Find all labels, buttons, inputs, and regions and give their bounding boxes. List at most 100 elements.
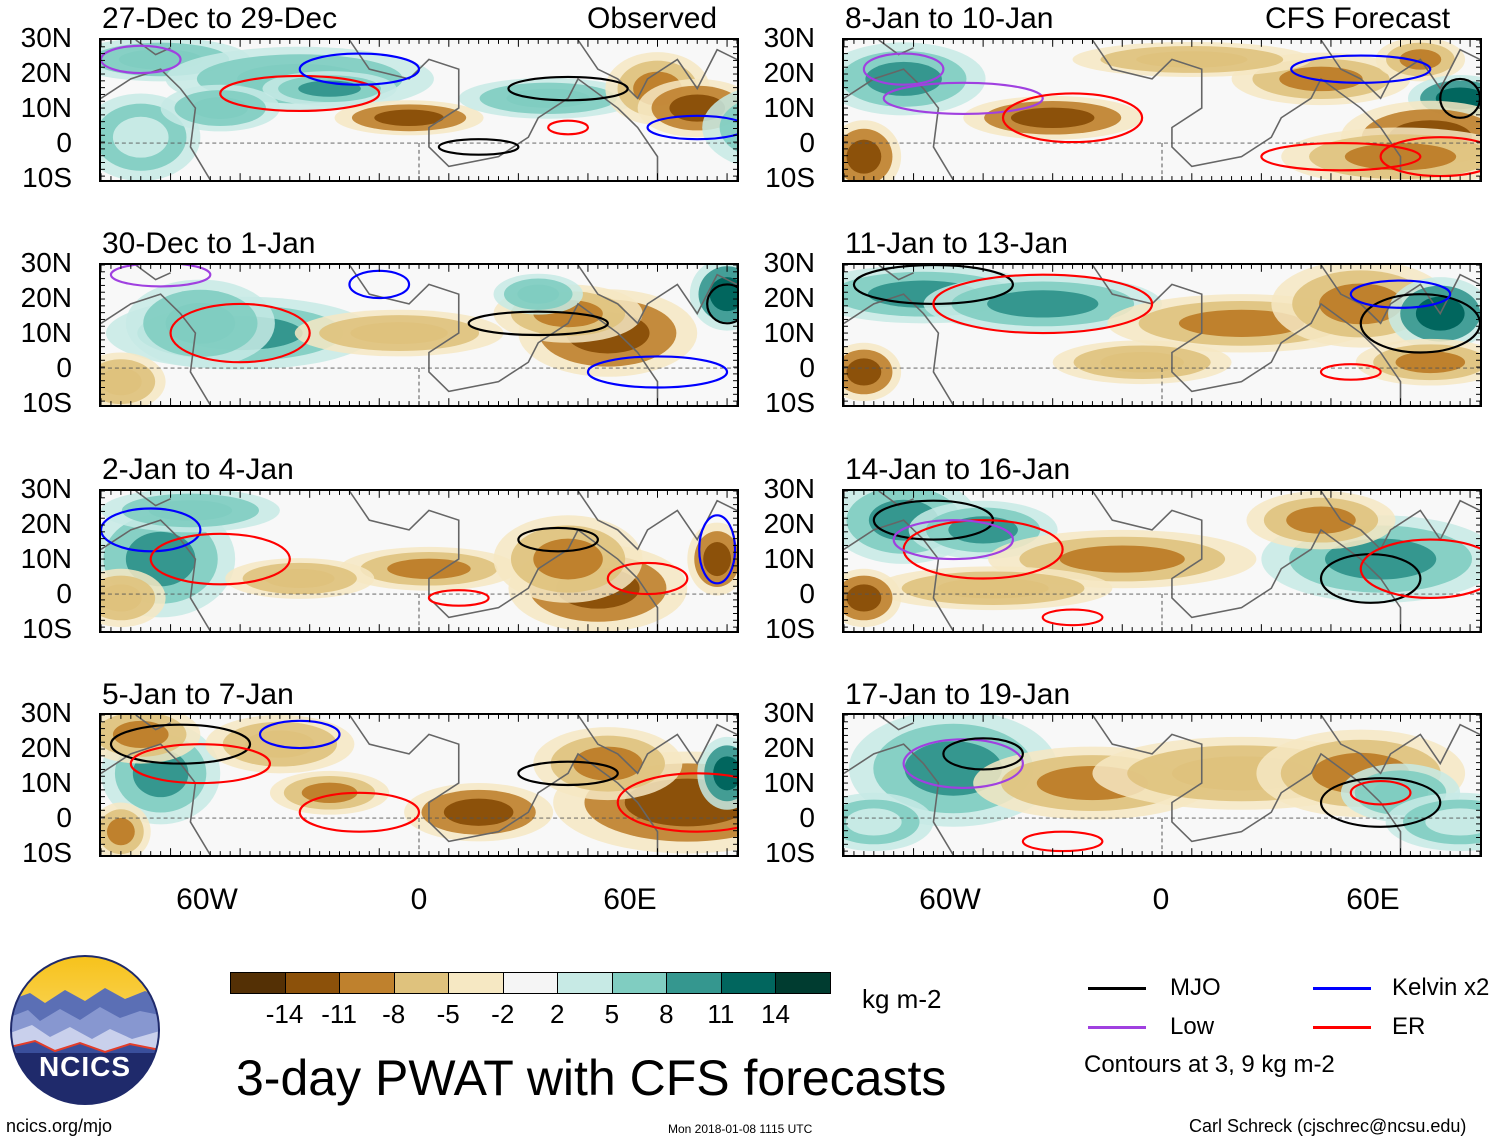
wave-contour <box>698 514 737 585</box>
pwat-anomaly-core <box>374 109 444 126</box>
lat-label: 0 <box>799 352 815 383</box>
panel-title-fc-1: 8-Jan to 10-Jan <box>845 2 1054 35</box>
panel-title-obs-2: 30-Dec to 1-Jan <box>102 227 316 260</box>
pwat-anomaly-core <box>101 368 142 396</box>
wave-contour <box>646 114 737 141</box>
wave-contour <box>892 519 1015 561</box>
lat-label: 30N <box>20 247 72 278</box>
legend-line-mjo <box>1088 987 1146 990</box>
lat-label: 20N <box>763 282 815 313</box>
colorbar-tick-label: -14 <box>265 999 304 1029</box>
lon-label-0-left: 0 <box>410 883 428 916</box>
legend-line-low <box>1088 1026 1146 1029</box>
legend-label-kelvin: Kelvin x2 <box>1392 974 1490 1001</box>
pwat-anomaly-core <box>350 322 448 344</box>
lat-label: 30N <box>20 473 72 504</box>
observed-label: Observed <box>587 2 718 35</box>
pwat-anomaly-core <box>1286 506 1356 534</box>
panel-title-fc-4: 17-Jan to 19-Jan <box>845 678 1071 711</box>
map-graphic <box>844 491 1480 631</box>
lat-label: 20N <box>20 508 72 539</box>
logo-text: NCICS <box>38 1051 132 1082</box>
wave-contour <box>942 737 1024 771</box>
pwat-anomaly-core <box>1100 352 1184 373</box>
pwat-anomaly-core <box>1425 808 1480 836</box>
footer-timestamp: Mon 2018-01-08 1115 UTC <box>668 1122 813 1136</box>
lat-label: 10N <box>20 92 72 123</box>
colorbar-swatch <box>448 972 504 994</box>
colorbar-swatch <box>502 972 559 994</box>
pwat-anomaly-core <box>865 61 942 96</box>
colorbar-tick-label: 11 <box>707 999 735 1029</box>
colorbar-tick-label: 5 <box>604 999 620 1029</box>
colorbar-swatch <box>611 972 668 994</box>
pwat-anomaly-core <box>148 500 233 521</box>
lat-label: 30N <box>763 22 815 53</box>
forecast-label: CFS Forecast <box>1265 2 1451 35</box>
pwat-anomaly-core <box>1395 351 1466 374</box>
lon-label-60e-right: 60E <box>1346 883 1400 916</box>
panel-title-obs-4: 5-Jan to 7-Jan <box>102 678 294 711</box>
colorbar-units: kg m-2 <box>862 984 942 1014</box>
lat-label: 10S <box>765 162 815 193</box>
pwat-anomaly-core <box>846 139 882 174</box>
pwat-anomaly-core <box>101 584 142 612</box>
lon-label-0-right: 0 <box>1152 883 1170 916</box>
lat-label: 20N <box>763 732 815 763</box>
map-graphic <box>101 265 737 405</box>
lat-label: 20N <box>20 282 72 313</box>
wave-contour <box>1319 363 1382 381</box>
wave-contour <box>616 772 737 833</box>
lat-label: 10S <box>22 387 72 418</box>
lat-label: 10S <box>22 162 72 193</box>
legend-label-er: ER <box>1392 1013 1426 1040</box>
colorbar-tick-label: -11 <box>321 999 357 1029</box>
lat-label: 30N <box>20 697 72 728</box>
lat-label: 0 <box>799 578 815 609</box>
colorbar-swatch <box>557 972 613 994</box>
map-panel-observed-1 <box>99 38 739 182</box>
map-panel-observed-3 <box>99 489 739 633</box>
colorbar-swatch <box>230 972 286 994</box>
pwat-anomaly-core <box>387 558 471 579</box>
coastline <box>101 40 737 180</box>
wave-contour <box>1001 92 1144 144</box>
pwat-anomaly-core <box>1136 51 1248 68</box>
map-graphic <box>101 715 737 855</box>
map-panel-forecast-4 <box>842 713 1482 857</box>
lat-label: 30N <box>763 473 815 504</box>
panel-title-fc-2: 11-Jan to 13-Jan <box>845 227 1068 260</box>
colorbar-swatch <box>393 972 450 994</box>
colorbar-tick-label: -8 <box>382 999 406 1029</box>
wave-contour <box>169 302 311 364</box>
map-graphic <box>844 265 1480 405</box>
map-panel-forecast-2 <box>842 263 1482 407</box>
panel-title-obs-3: 2-Jan to 4-Jan <box>102 453 294 486</box>
pwat-anomaly-core <box>1010 107 1095 128</box>
wave-contour <box>1439 77 1480 119</box>
legend-label-mjo: MJO <box>1170 974 1221 1001</box>
pwat-anomaly-core <box>517 284 560 304</box>
pwat-anomaly-core <box>987 290 1099 318</box>
pwat-anomaly-core <box>1059 545 1185 573</box>
pwat-anomaly-core <box>573 746 643 781</box>
colorbar-swatch <box>284 972 341 994</box>
wave-contour <box>606 561 689 596</box>
lat-label: 10S <box>22 837 72 868</box>
wave-contour <box>862 52 945 86</box>
wave-contour <box>298 791 421 833</box>
legend-note: Contours at 3, 9 kg m-2 <box>1084 1051 1335 1078</box>
lat-label: 10N <box>20 317 72 348</box>
pwat-anomaly-core <box>106 818 135 846</box>
lat-label: 10S <box>765 613 815 644</box>
wave-contour <box>467 310 609 337</box>
lat-label: 20N <box>20 57 72 88</box>
lat-label: 10S <box>22 613 72 644</box>
wave-contour <box>1319 777 1442 828</box>
lat-label: 0 <box>56 578 72 609</box>
map-panel-observed-2 <box>99 263 739 407</box>
colorbar-swatch <box>775 972 831 994</box>
wave-contour <box>149 532 291 586</box>
footer-site-link[interactable]: ncics.org/mjo <box>6 1116 113 1136</box>
lat-label: 30N <box>763 697 815 728</box>
